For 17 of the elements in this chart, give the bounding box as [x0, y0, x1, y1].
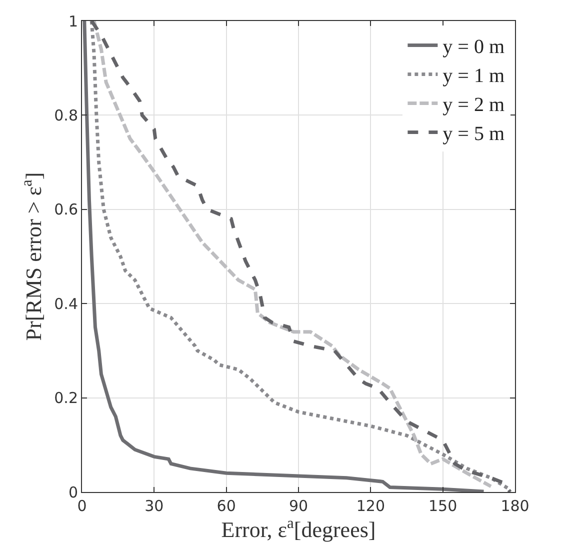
legend-label: y = 0 m [442, 36, 505, 58]
y-tick-label: 0.6 [54, 200, 78, 219]
y-tick-label: 0.8 [54, 106, 78, 124]
x-tick-label: 30 [144, 497, 164, 515]
legend-label: y = 5 m [442, 123, 505, 146]
y-tick-label: 0.2 [54, 389, 78, 408]
x-tick-label: 120 [356, 497, 385, 515]
y-tick-label: 0 [68, 483, 78, 502]
x-tick-label: 150 [428, 497, 458, 515]
x-tick-label: 180 [500, 497, 530, 515]
x-tick-label: 60 [216, 497, 236, 515]
y-tick-label: 1 [68, 12, 78, 30]
legend-label: y = 2 m [442, 94, 505, 116]
x-axis-title: Error, ε$^{a}$[degrees] [221, 515, 376, 542]
y-tick-label: 0.4 [54, 294, 78, 313]
legend-label: y = 1 m [442, 65, 505, 88]
x-tick-label: 90 [288, 497, 308, 515]
